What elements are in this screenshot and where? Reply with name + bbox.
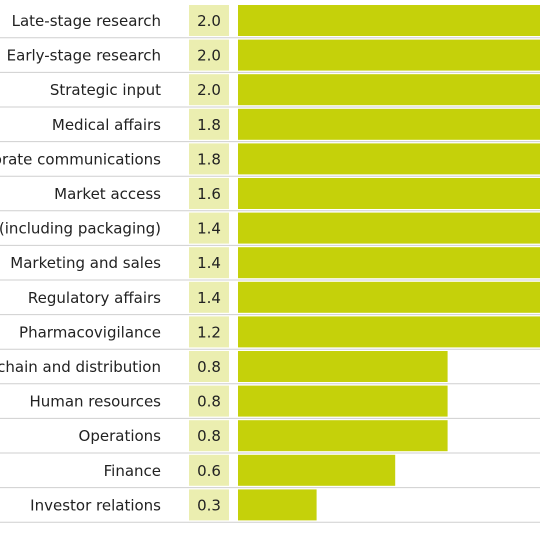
category-label: Pharmacovigilance [19,323,161,341]
value-label: 0.8 [197,393,221,411]
value-label: 2.0 [197,47,221,65]
bar-row: Supply chain and distribution 0.8 [0,351,540,385]
value-label-box [189,489,229,521]
bar-row: Operations 0.8 [0,420,540,454]
value-label-box [189,74,229,106]
value-label: 2.0 [197,81,221,99]
bar [238,108,540,140]
bar [238,5,540,36]
bar [238,247,540,279]
category-label: Operations [79,427,162,445]
category-label: Human resources [29,393,161,411]
category-label: Corporate communications [0,150,161,168]
value-label: 0.8 [197,427,221,445]
value-label: 1.2 [197,323,221,341]
bar-row: Human resources 0.8 [0,385,540,419]
value-label-box [189,247,229,279]
value-label: 1.4 [197,254,221,272]
value-label-box [189,143,229,175]
category-label: Early-stage research [7,47,161,65]
bar-row: Investor relations 0.3 [0,489,540,523]
bar-row: Regulatory affairs 1.4 [0,281,540,316]
category-label: Investor relations [30,496,161,514]
value-label: 1.8 [197,116,221,134]
category-label: Manufacturing (including packaging) [0,220,161,238]
value-label-box [189,281,229,313]
value-label-box [189,454,229,486]
value-label-box [189,108,229,140]
value-label-box [189,212,229,244]
bar-row: Late-stage research 2.0 [0,5,540,39]
bar [238,454,396,486]
value-label-box [189,420,229,452]
value-label: 1.4 [197,289,221,307]
bar-row: Corporate communications 1.8 [0,143,540,177]
value-label: 0.6 [197,462,221,480]
bar [238,385,448,417]
value-label: 0.3 [197,496,221,514]
category-label: Medical affairs [52,116,161,134]
bar [238,178,540,209]
value-label: 0.8 [197,358,221,376]
bar-row: Market access 1.6 [0,178,540,212]
bar [238,39,540,71]
value-label: 1.8 [197,150,221,168]
value-label-box [189,39,229,71]
bar [238,420,448,452]
value-label-box [189,316,229,348]
category-label: Finance [104,462,161,480]
bar [238,316,540,348]
bar-row: Marketing and sales 1.4 [0,247,540,281]
bar-row: Manufacturing (including packaging) 1.4 [0,212,540,246]
value-label: 2.0 [197,12,221,30]
value-label-box [189,178,229,209]
bar-row: Pharmacovigilance 1.2 [0,316,540,350]
bar [238,212,540,244]
value-label: 1.6 [197,185,221,203]
value-label-box [189,5,229,36]
value-label-box [189,351,229,382]
category-label: Market access [54,185,161,203]
category-label: Late-stage research [12,12,161,30]
category-label: Supply chain and distribution [0,358,161,376]
bar-row: Early-stage research 2.0 [0,39,540,73]
bar-row: Strategic input 2.0 [0,74,540,108]
value-label-box [189,385,229,417]
bar [238,489,317,521]
bar-row: Finance 0.6 [0,454,540,489]
bar [238,143,540,175]
bar [238,74,540,106]
bar [238,281,540,313]
category-label: Strategic input [50,81,161,99]
bar-row: Medical affairs 1.8 [0,108,540,143]
category-label: Marketing and sales [10,254,161,272]
bar [238,351,448,382]
category-label: Regulatory affairs [28,289,161,307]
value-label: 1.4 [197,220,221,238]
